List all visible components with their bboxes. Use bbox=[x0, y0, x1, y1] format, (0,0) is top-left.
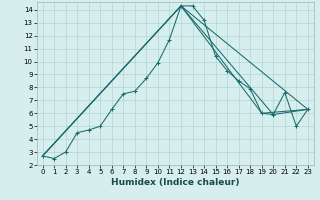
X-axis label: Humidex (Indice chaleur): Humidex (Indice chaleur) bbox=[111, 178, 239, 187]
